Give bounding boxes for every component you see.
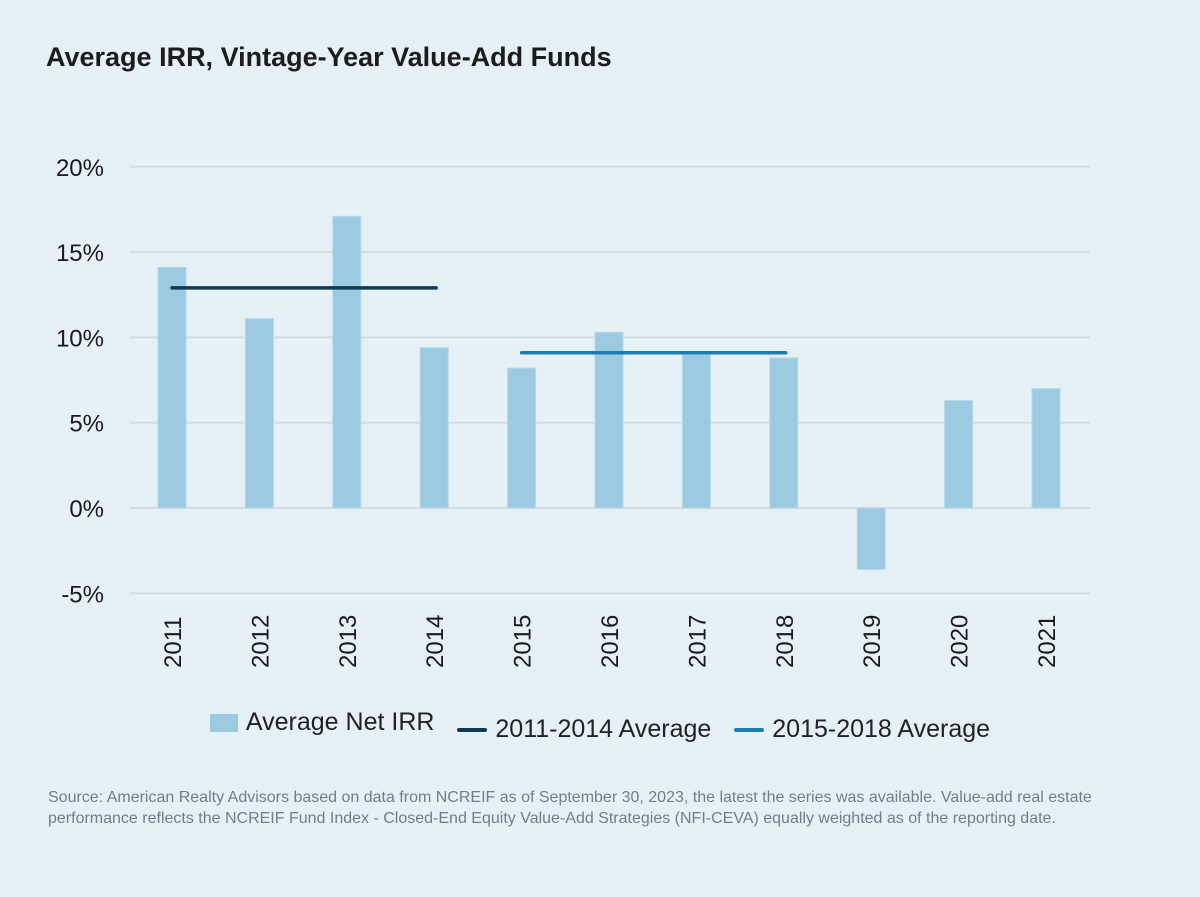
x-tick-label: 2019	[859, 615, 886, 668]
source-note: Source: American Realty Advisors based o…	[48, 789, 1092, 827]
legend-swatch	[457, 727, 488, 732]
bar-2011	[157, 266, 187, 509]
legend-label: 2015-2018 Average	[772, 715, 991, 743]
legend-swatch	[734, 727, 765, 732]
legend-label: Average Net IRR	[245, 708, 435, 736]
x-tick-label: 2012	[247, 615, 274, 668]
y-tick-label: 10%	[56, 325, 104, 352]
y-tick-label: -5%	[61, 581, 104, 608]
legend: Average Net IRR 2011-2014 Average 2015-2…	[0, 708, 1200, 744]
bar-2012	[244, 318, 274, 509]
x-tick-label: 2016	[597, 615, 624, 668]
legend-item-bars: Average Net IRR	[209, 708, 435, 737]
y-tick-label: 15%	[56, 240, 104, 267]
x-tick-label: 2021	[1034, 615, 1061, 668]
x-tick-label: 2011	[160, 616, 187, 668]
bar-2014	[419, 347, 449, 509]
legend-label: 2011-2014 Average	[495, 715, 712, 743]
bar-2021	[1031, 388, 1061, 509]
bar-2016	[594, 331, 624, 509]
legend-item-avg-2011-2014: 2011-2014 Average	[457, 715, 711, 744]
y-tick-label: 20%	[56, 155, 104, 182]
x-tick-label: 2018	[772, 615, 799, 668]
bar-2019	[856, 507, 886, 570]
bar-2017	[681, 353, 711, 509]
y-tick-label: 0%	[69, 496, 104, 523]
x-tick-label: 2015	[510, 615, 537, 668]
chart-title: Average IRR, Vintage-Year Value-Add Fund…	[46, 42, 612, 72]
bar-2020	[944, 400, 974, 509]
x-tick-label: 2017	[684, 615, 711, 668]
x-tick-label: 2013	[335, 615, 362, 668]
bar-2015	[507, 367, 537, 509]
x-tick-label: 2020	[947, 615, 974, 668]
x-tick-label: 2014	[422, 615, 449, 668]
bar-2013	[332, 215, 362, 509]
legend-item-avg-2015-2018: 2015-2018 Average	[734, 715, 990, 744]
chart-plot: -5% 0% 5% 10% 15% 20% 2011 2012 2013 2014 2015 2016…	[56, 155, 1090, 668]
legend-swatch	[209, 713, 238, 732]
bar-2018	[769, 357, 799, 509]
y-tick-label: 5%	[69, 411, 104, 438]
